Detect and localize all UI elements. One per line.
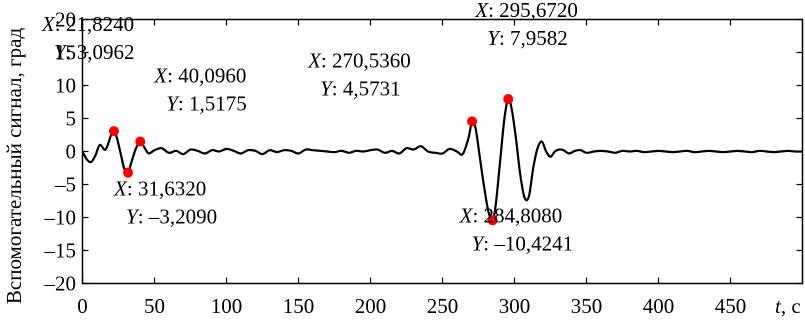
annotation-label: X: 21,8240 Y: 3,0962 [41, 12, 135, 64]
annotation-x-label: X [474, 0, 489, 22]
x-tick-label: 0 [77, 294, 88, 318]
annotation-x-label: X [307, 48, 322, 72]
annotation-x-value: : 270,5360 [321, 48, 411, 72]
annotation-y-value: : 7,9582 [499, 26, 568, 50]
y-tick-label: 5 [66, 107, 77, 131]
data-marker [503, 93, 514, 104]
annotation-x-label: X [153, 63, 168, 87]
data-marker [108, 126, 119, 137]
annotation-y-label: Y [472, 231, 486, 255]
annotation-x: X: 270,5360 [307, 48, 411, 72]
x-tick-label: 400 [643, 294, 675, 318]
annotation-y: Y: –10,4241 [472, 231, 574, 255]
annotation-y-value: : 1,5175 [178, 91, 247, 115]
x-axis-var: t [775, 294, 782, 318]
annotation-x: X: 295,6720 [474, 0, 578, 22]
y-tick-label: 0 [66, 140, 77, 164]
annotation-label: X: 40,0960 Y: 1,5175 [153, 63, 247, 115]
data-marker [487, 215, 498, 226]
y-tick-label: 20 [55, 8, 76, 32]
annotation-x: X: 284,8080 [459, 203, 563, 227]
y-tick-label: –20 [44, 272, 77, 296]
x-tick-label: 300 [499, 294, 531, 318]
y-tick-label: –10 [44, 206, 77, 230]
annotation-x-label: X [459, 203, 474, 227]
annotation-x-label: X [113, 177, 128, 201]
annotation-label: X: 31,6320 Y: –3,2090 [113, 177, 217, 229]
annotation-y-label: Y [54, 40, 68, 64]
data-marker [123, 167, 134, 178]
x-axis-unit: , с [781, 294, 801, 318]
signal-series-line [81, 97, 803, 222]
annotation-y-value: : 3,0962 [66, 40, 135, 64]
x-tick-label: 100 [211, 294, 243, 318]
y-tick-label: –15 [44, 239, 77, 263]
annotation-label: X: 295,6720 Y: 7,9582 [474, 0, 578, 50]
annotation-y-label: Y [487, 26, 501, 50]
annotation-x: X: 21,8240 [41, 12, 134, 36]
annotation-y-value: : –10,4241 [483, 231, 573, 255]
annotation-y-value: : 4,5731 [332, 76, 401, 100]
x-tick-label: 350 [571, 294, 603, 318]
x-tick-label: 250 [427, 294, 459, 318]
annotation-label: X: 284,8080 Y: –10,4241 [459, 203, 574, 255]
y-ticks: 20 15 10 5 0 –5 –10 –15 –20 [44, 8, 803, 296]
y-tick-label: 15 [55, 41, 76, 65]
x-tick-label: 200 [355, 294, 387, 318]
x-tick-label: 450 [715, 294, 747, 318]
annotation-x-value: : 284,8080 [472, 203, 562, 227]
x-tick-label: 50 [144, 294, 165, 318]
annotation-y-label: Y [320, 76, 334, 100]
annotation-y: Y: 7,9582 [487, 26, 568, 50]
annotation-x-value: : 31,6320 [127, 177, 206, 201]
annotation-y: Y: 3,0962 [54, 40, 135, 64]
annotation-x: X: 31,6320 [113, 177, 206, 201]
annotation-y-value: : –3,2090 [138, 205, 217, 229]
annotation-y: Y: 1,5175 [166, 91, 247, 115]
annotation-label: X: 270,5360 Y: 4,5731 [307, 48, 411, 100]
annotation-x-value: : 40,0960 [167, 63, 246, 87]
annotation-x-value: : 295,6720 [488, 0, 578, 22]
annotation-y: Y: –3,2090 [126, 205, 217, 229]
y-tick-label: 10 [55, 74, 76, 98]
y-axis-label: Вспомогательный сигнал, град [2, 28, 26, 305]
annotation-y: Y: 4,5731 [320, 76, 401, 100]
marker-points [108, 93, 514, 226]
y-tick-label: –5 [54, 173, 76, 197]
annotation-x-label: X [41, 12, 56, 36]
data-marker [467, 116, 478, 127]
annotation-x-value: : 21,8240 [55, 12, 134, 36]
annotation-y-label: Y [126, 205, 140, 229]
x-axis-label: t, с [775, 294, 801, 318]
x-ticks: 0 50 100 150 200 250 300 350 400 450 [77, 19, 747, 318]
x-tick-label: 150 [283, 294, 315, 318]
data-marker [135, 136, 146, 147]
annotation-x: X: 40,0960 [153, 63, 246, 87]
axes: 0 50 100 150 200 250 300 350 400 450 20151050–5–1… [44, 8, 804, 318]
annotation-y-label: Y [166, 91, 180, 115]
